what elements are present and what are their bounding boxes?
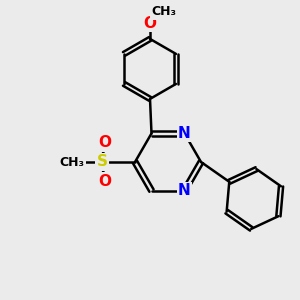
- Text: N: N: [178, 126, 191, 141]
- Text: O: O: [143, 16, 157, 31]
- Text: CH₃: CH₃: [59, 155, 85, 169]
- Text: CH₃: CH₃: [151, 5, 176, 18]
- Text: O: O: [98, 174, 112, 189]
- Text: N: N: [178, 183, 191, 198]
- Text: S: S: [97, 154, 107, 169]
- Text: O: O: [98, 135, 112, 150]
